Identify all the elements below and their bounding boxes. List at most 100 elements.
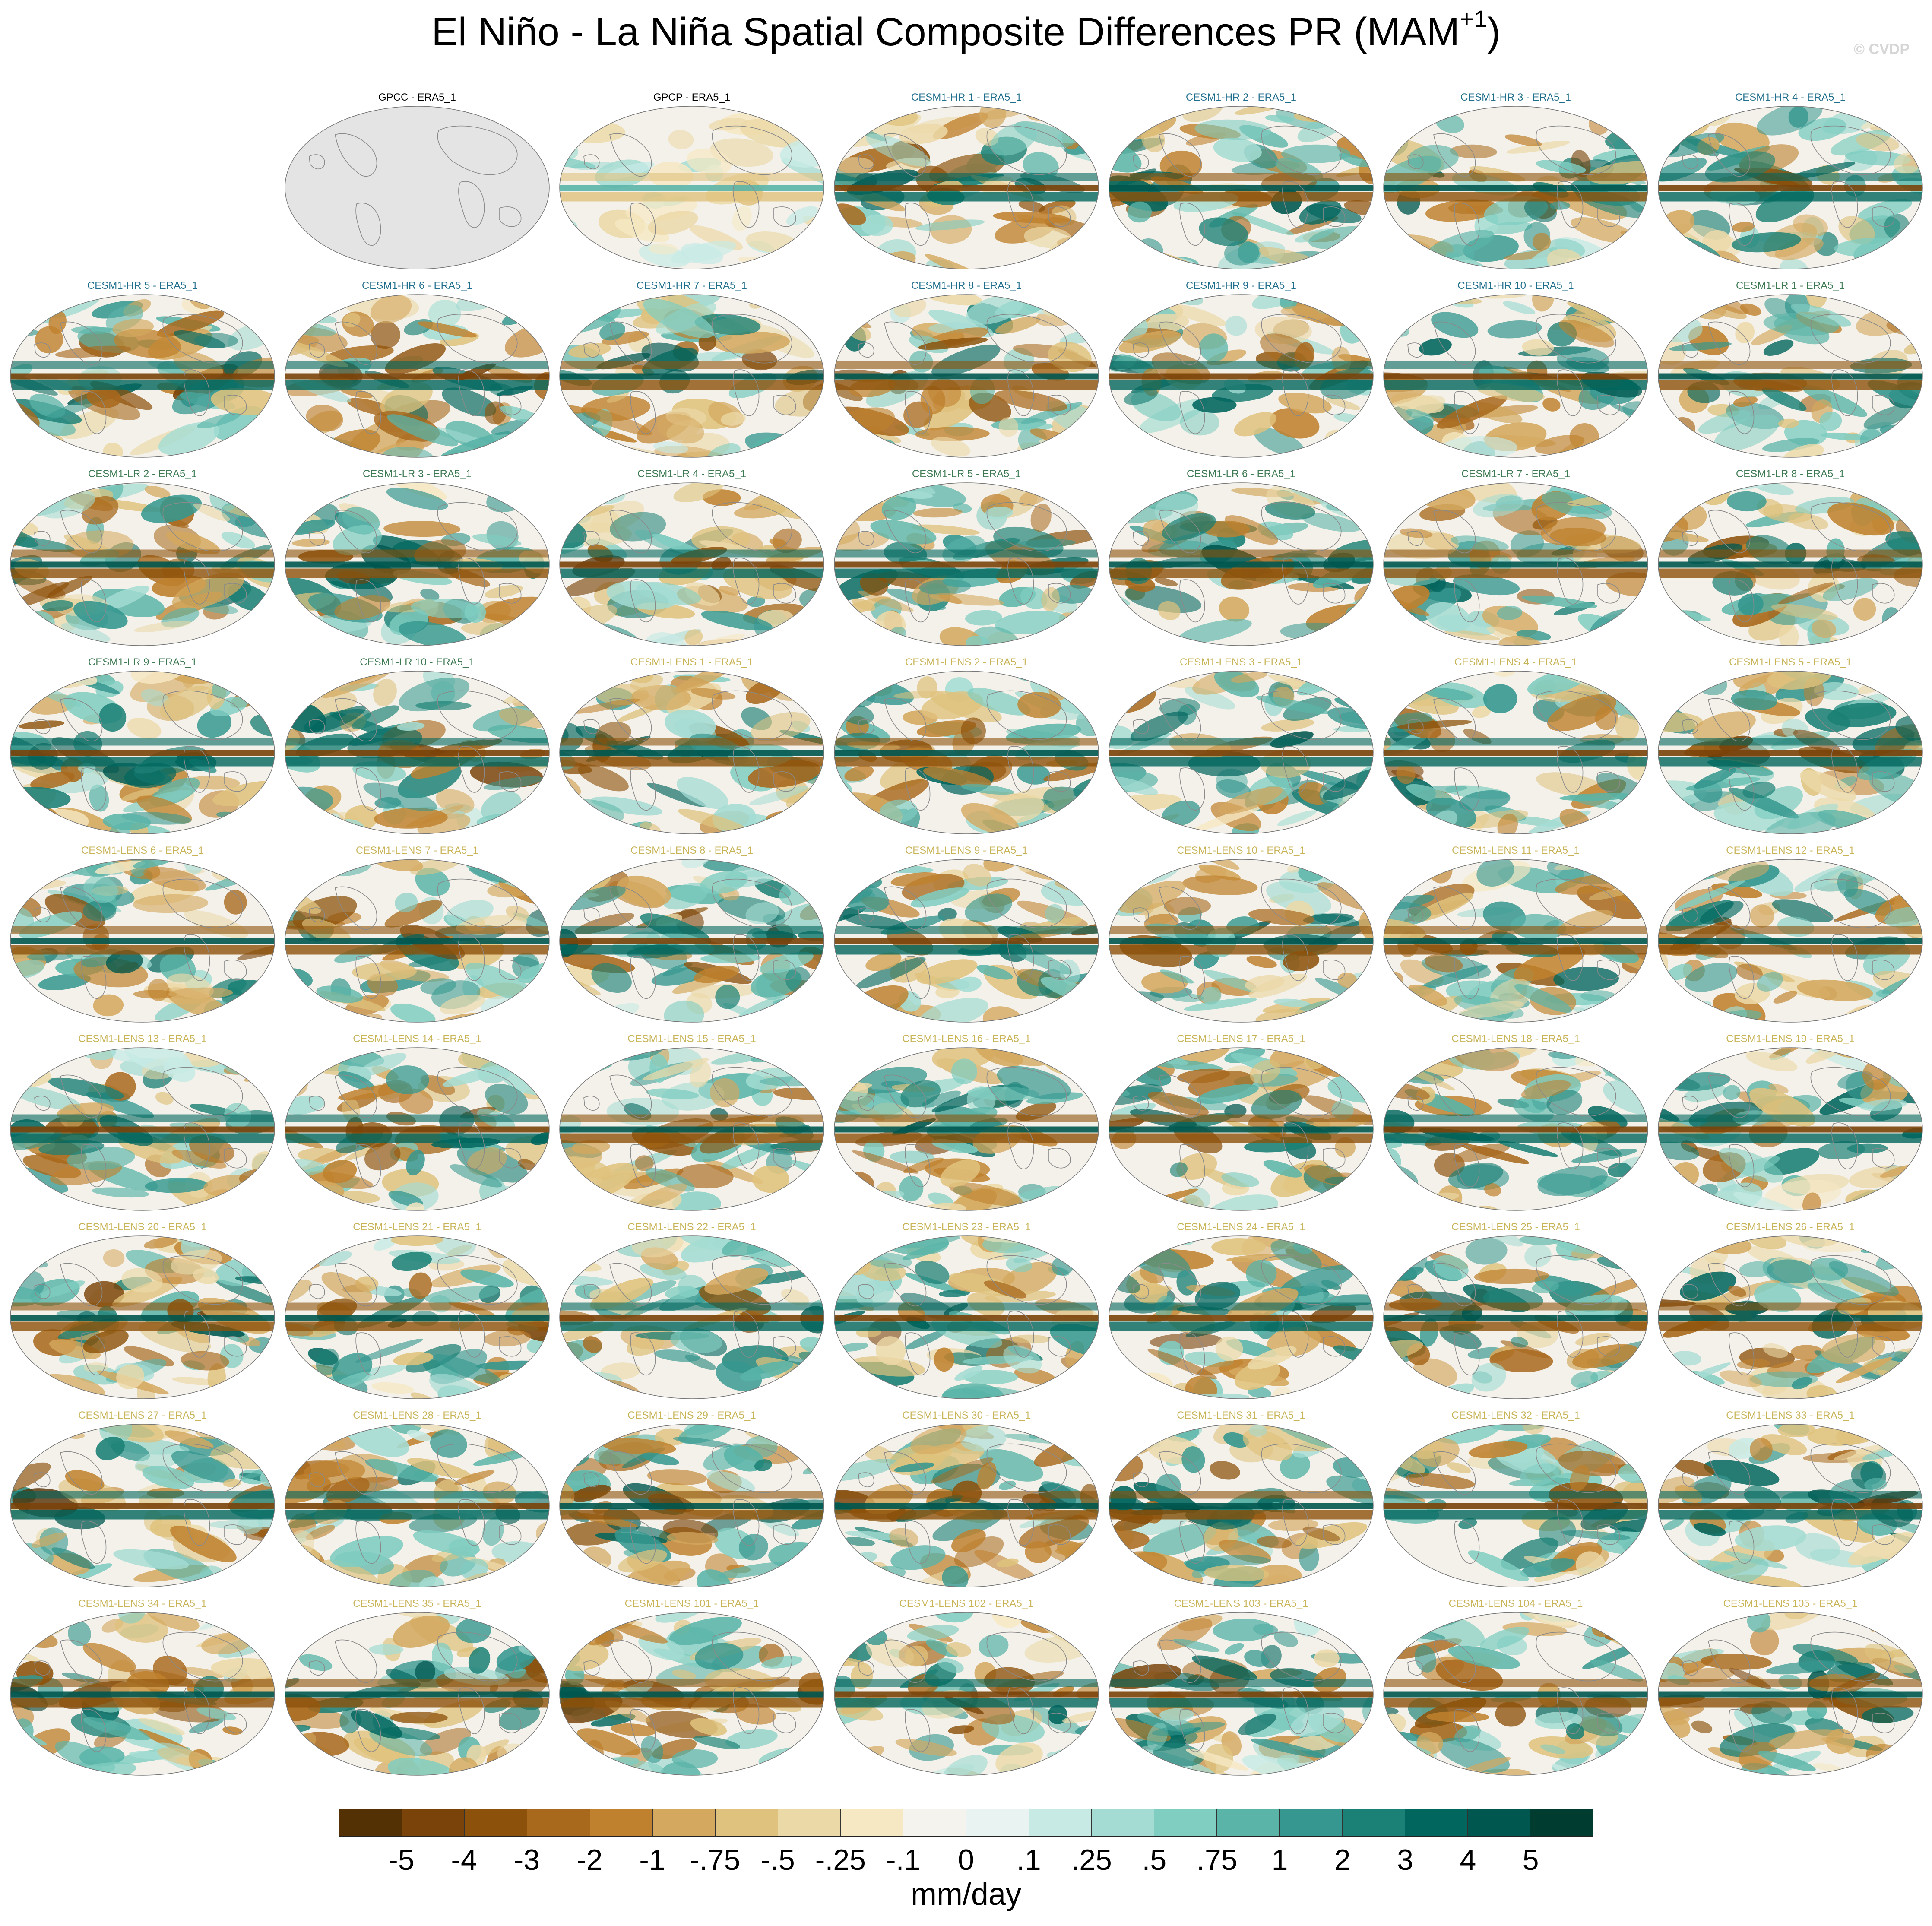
equatorial-band xyxy=(834,1691,1099,1698)
precip-anomaly-patch xyxy=(1572,1344,1638,1368)
coastline-path xyxy=(1454,1144,1480,1188)
precip-anomaly-patch xyxy=(1501,1537,1558,1570)
precip-anomaly-patch xyxy=(157,310,224,337)
precip-anomaly-patch xyxy=(1265,115,1294,123)
equatorial-band xyxy=(1109,373,1373,380)
coastline-path xyxy=(81,1709,107,1752)
precip-map xyxy=(1383,671,1648,834)
precip-field xyxy=(1384,671,1648,834)
equatorial-band xyxy=(285,1503,549,1509)
precip-anomaly-patch xyxy=(491,419,534,435)
precip-anomaly-patch xyxy=(1109,1004,1152,1017)
panel-title: CESM1-HR 5 - ERA5_1 xyxy=(87,280,198,291)
precip-anomaly-patch xyxy=(247,1558,275,1576)
precip-anomaly-patch xyxy=(1605,440,1648,457)
precip-anomaly-patch xyxy=(482,1517,504,1546)
coastline-path xyxy=(1133,154,1149,169)
precip-anomaly-patch xyxy=(11,1086,81,1110)
panel-title: CESM1-LENS 6 - ERA5_1 xyxy=(81,845,204,856)
north-band xyxy=(1109,173,1373,181)
panel-title: CESM1-LENS 25 - ERA5_1 xyxy=(1451,1221,1580,1233)
precip-anomaly-patch xyxy=(718,1562,792,1578)
precip-anomaly-patch xyxy=(663,882,709,910)
precip-anomaly-patch xyxy=(1474,1268,1549,1284)
coastline-path xyxy=(1708,1451,1751,1495)
map-panel: CESM1-LENS 15 - ERA5_1 xyxy=(554,1033,830,1214)
precip-anomaly-patch xyxy=(1778,418,1799,428)
precip-anomaly-patch xyxy=(1030,504,1052,532)
precip-anomaly-patch xyxy=(659,1761,701,1775)
precip-anomaly-patch xyxy=(626,1334,665,1356)
precip-anomaly-patch xyxy=(71,326,111,335)
precip-anomaly-patch xyxy=(998,1480,1016,1490)
coastline-path xyxy=(1261,125,1342,175)
precip-anomaly-patch xyxy=(1018,200,1045,212)
coastline-path xyxy=(583,1660,600,1676)
coastline-path xyxy=(733,1499,760,1546)
title-text: El Niño - La Niña Spatial Composite Diff… xyxy=(431,10,1460,54)
precip-anomaly-patch xyxy=(322,1477,399,1494)
precip-anomaly-patch xyxy=(298,1048,321,1068)
coastline-path xyxy=(1179,391,1205,434)
coastline-path xyxy=(458,369,485,416)
coastlines xyxy=(1133,690,1346,811)
precip-anomaly-patch xyxy=(318,1251,352,1266)
precip-anomaly-patch xyxy=(1726,491,1767,512)
coastline-path xyxy=(1048,960,1071,980)
south-band xyxy=(1109,568,1373,578)
precip-anomaly-patch xyxy=(917,959,978,985)
panel-title: CESM1-LR 1 - ERA5_1 xyxy=(1736,280,1845,291)
precip-anomaly-patch xyxy=(1219,596,1249,622)
coastline-path xyxy=(583,1284,600,1299)
coastline-path xyxy=(884,510,927,553)
precip-anomaly-patch xyxy=(83,1362,108,1372)
precip-anomaly-patch xyxy=(1627,682,1648,694)
precip-anomaly-patch xyxy=(420,1728,472,1755)
precip-anomaly-patch xyxy=(1791,1345,1825,1361)
coastline-path xyxy=(437,1255,518,1305)
coastlines xyxy=(858,125,1071,246)
precip-anomaly-patch xyxy=(1210,1461,1240,1480)
south-band xyxy=(1109,1133,1373,1143)
coastline-path xyxy=(1048,206,1071,227)
coastline-path xyxy=(1133,1472,1149,1487)
precip-anomaly-patch xyxy=(1223,1432,1249,1448)
figure-title: El Niño - La Niña Spatial Composite Diff… xyxy=(0,7,1932,55)
precip-anomaly-patch xyxy=(1339,812,1371,831)
precip-anomaly-patch xyxy=(168,987,233,999)
precip-map xyxy=(559,671,824,834)
coastlines xyxy=(583,1255,796,1376)
precip-anomaly-patch xyxy=(796,1048,824,1067)
panel-title: CESM1-LR 2 - ERA5_1 xyxy=(88,468,197,480)
precip-anomaly-patch xyxy=(1896,630,1922,646)
south-band xyxy=(834,1133,1099,1143)
precip-anomaly-patch xyxy=(1877,1576,1913,1587)
equatorial-band xyxy=(834,938,1099,944)
precip-anomaly-patch xyxy=(751,712,811,742)
precip-anomaly-patch xyxy=(181,1667,224,1678)
precip-anomaly-patch xyxy=(142,1466,194,1489)
precip-anomaly-patch xyxy=(562,1614,593,1628)
south-band xyxy=(1384,380,1648,390)
precip-anomaly-patch xyxy=(1050,1323,1099,1358)
precip-anomaly-patch xyxy=(1514,947,1585,982)
map-outline xyxy=(1658,671,1923,834)
precip-anomaly-patch xyxy=(690,634,745,646)
south-band xyxy=(834,192,1099,202)
coastline-path xyxy=(184,1311,210,1358)
coastline-path xyxy=(1179,767,1205,811)
precip-anomaly-patch xyxy=(237,1616,275,1635)
precip-anomaly-patch xyxy=(976,1048,1023,1067)
precip-map xyxy=(834,1612,1099,1776)
panel-title: CESM1-LENS 35 - ERA5_1 xyxy=(353,1598,481,1609)
map-panel: CESM1-LR 9 - ERA5_1 xyxy=(4,656,281,838)
coastline-path xyxy=(858,719,874,734)
precip-anomaly-patch xyxy=(997,1066,1071,1100)
precip-anomaly-patch xyxy=(1450,144,1497,158)
north-band xyxy=(10,1114,275,1122)
precip-anomaly-patch xyxy=(1213,1770,1236,1775)
precip-anomaly-patch xyxy=(709,117,747,131)
precip-anomaly-patch xyxy=(390,1711,448,1724)
precip-anomaly-patch xyxy=(813,1558,824,1576)
precip-anomaly-patch xyxy=(1384,1554,1411,1574)
